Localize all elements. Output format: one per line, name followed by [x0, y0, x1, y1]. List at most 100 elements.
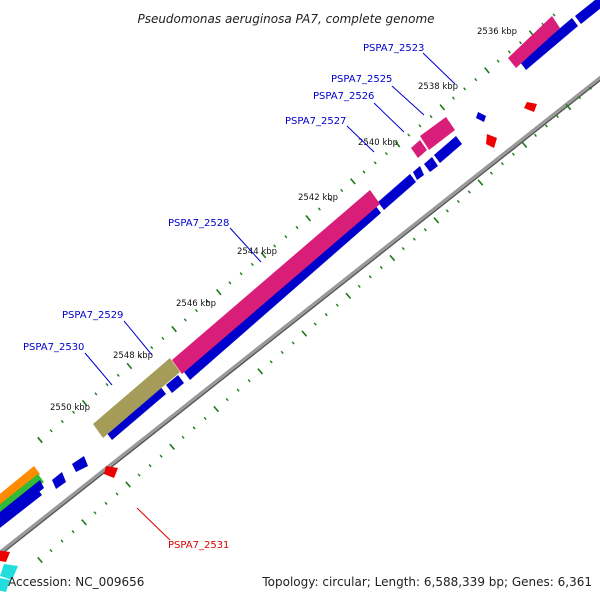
- tick-mark: [533, 133, 537, 137]
- cds-bar[interactable]: [575, 0, 600, 24]
- outer-tick-track: [37, 13, 556, 444]
- cds-bar[interactable]: [72, 456, 88, 472]
- tick-mark: [280, 350, 284, 354]
- tick-mark: [257, 368, 264, 375]
- tick-mark: [357, 284, 361, 288]
- tick-mark: [148, 464, 152, 468]
- tick-mark: [192, 426, 196, 430]
- tick-mark: [544, 124, 548, 128]
- tick-mark: [137, 473, 141, 477]
- tick-mark: [496, 59, 500, 63]
- tick-mark: [116, 373, 120, 377]
- tick-mark: [139, 355, 143, 359]
- tick-mark: [350, 178, 356, 185]
- tick-mark: [215, 288, 222, 296]
- genome-backbone: [0, 75, 600, 557]
- gene-label[interactable]: PSPA7_2529: [62, 310, 123, 321]
- gene-label[interactable]: PSPA7_2523: [363, 43, 424, 54]
- tick-mark: [49, 429, 53, 433]
- tick-mark: [236, 388, 240, 392]
- tick-mark: [269, 360, 273, 364]
- gene-label[interactable]: PSPA7_2530: [23, 342, 84, 353]
- reverse-feature[interactable]: [486, 134, 497, 148]
- cds-bar[interactable]: [520, 18, 578, 70]
- highlight-olive-bar[interactable]: [93, 358, 180, 438]
- tick-mark: [521, 141, 528, 148]
- cds-bar[interactable]: [106, 386, 166, 440]
- tick-mark: [225, 397, 229, 402]
- cds-bar[interactable]: [424, 157, 438, 172]
- highlight-pink-bar[interactable]: [420, 117, 455, 150]
- tick-label: 2540 kbp: [358, 138, 398, 148]
- cds-bar[interactable]: [434, 136, 462, 163]
- cds-bar[interactable]: [413, 166, 424, 180]
- tick-mark: [81, 519, 87, 526]
- tick-mark: [489, 171, 493, 175]
- cds-bar[interactable]: [52, 472, 66, 489]
- reverse-feature[interactable]: [104, 466, 118, 478]
- reverse-feature[interactable]: [524, 102, 537, 112]
- tick-mark: [37, 556, 43, 564]
- cds-bar[interactable]: [166, 375, 184, 393]
- tick-mark: [295, 225, 299, 230]
- tick-label: 2550 kbp: [50, 403, 90, 413]
- tick-mark: [81, 399, 88, 407]
- tick-mark: [500, 162, 504, 166]
- tick-mark: [340, 188, 344, 193]
- gene-labels: PSPA7_2523 PSPA7_2525 PSPA7_2526 PSPA7_2…: [23, 43, 424, 551]
- tick-mark: [407, 133, 411, 137]
- tick-mark: [412, 237, 416, 241]
- highlight-pink-bar[interactable]: [508, 16, 560, 68]
- tick-mark: [291, 341, 295, 345]
- cds-bar[interactable]: [184, 205, 381, 380]
- gene-label[interactable]: PSPA7_2527: [285, 116, 346, 127]
- tick-label: 2542 kbp: [298, 193, 338, 203]
- tick-mark: [577, 96, 581, 100]
- map-title: Pseudomonas aeruginosa PA7, complete gen…: [137, 12, 434, 26]
- reverse-feature[interactable]: [476, 112, 486, 122]
- tick-mark: [313, 322, 317, 326]
- reverse-feature[interactable]: [0, 550, 10, 562]
- tick-mark: [555, 114, 559, 119]
- tick-mark: [477, 179, 484, 186]
- tick-mark: [94, 392, 98, 396]
- highlight-pink-bar[interactable]: [172, 190, 380, 374]
- tick-mark: [456, 199, 460, 204]
- cds-bar[interactable]: [378, 174, 416, 210]
- topology-text: Topology: circular; Length: 6,588,339 bp…: [261, 575, 592, 589]
- gene-label[interactable]: PSPA7_2525: [331, 74, 392, 85]
- gene-label[interactable]: PSPA7_2531: [168, 540, 229, 551]
- tick-mark: [104, 501, 108, 505]
- tick-mark: [474, 78, 478, 82]
- tick-mark: [228, 281, 232, 285]
- gene-label[interactable]: PSPA7_2526: [313, 91, 374, 102]
- gene-label[interactable]: PSPA7_2528: [168, 218, 229, 229]
- tick-mark: [445, 209, 449, 213]
- tick-mark: [389, 254, 396, 262]
- highlight-pink-bar[interactable]: [411, 140, 427, 158]
- tick-mark: [71, 530, 75, 534]
- tick-mark: [60, 419, 64, 424]
- reverse-feature[interactable]: [0, 578, 10, 592]
- tick-mark: [345, 292, 352, 299]
- tick-mark: [451, 96, 455, 100]
- tick-mark: [159, 454, 163, 458]
- tick-mark: [467, 190, 471, 194]
- tick-mark: [126, 362, 133, 370]
- tick-mark: [317, 207, 321, 211]
- tick-mark: [463, 87, 467, 91]
- tick-mark: [72, 410, 76, 414]
- tick-mark: [588, 86, 592, 90]
- reverse-strand: [0, 102, 537, 592]
- tick-mark: [183, 318, 187, 322]
- tick-mark: [206, 299, 210, 303]
- left-blue-bar[interactable]: [0, 480, 44, 528]
- tick-mark: [507, 50, 511, 54]
- tick-mark: [239, 272, 243, 276]
- reverse-feature[interactable]: [0, 564, 18, 580]
- tick-mark: [384, 151, 388, 156]
- tick-mark: [284, 235, 288, 239]
- tick-mark: [194, 309, 198, 313]
- tick-mark: [203, 416, 207, 421]
